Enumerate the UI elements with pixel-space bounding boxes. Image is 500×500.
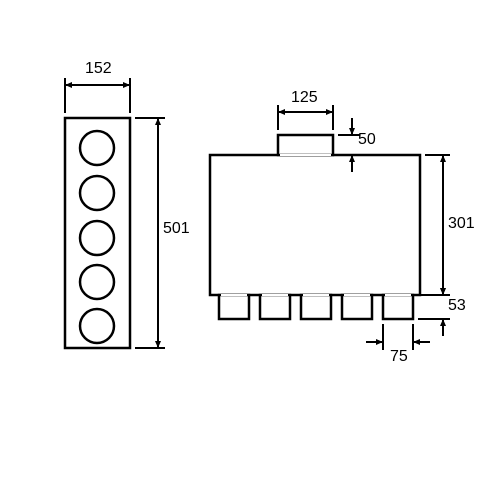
dim-right-height: 301 xyxy=(448,215,475,233)
top-port xyxy=(278,135,333,155)
technical-drawing xyxy=(0,0,500,500)
dim-left-width: 152 xyxy=(85,60,112,78)
arrowhead xyxy=(349,128,355,135)
port-circle xyxy=(80,265,114,299)
arrowhead xyxy=(440,155,446,162)
arrowhead xyxy=(278,109,285,115)
port-circle xyxy=(80,309,114,343)
arrowhead xyxy=(413,339,420,345)
dim-top-height: 50 xyxy=(358,131,376,149)
arrowhead xyxy=(376,339,383,345)
bottom-port xyxy=(219,295,249,319)
arrowhead xyxy=(440,288,446,295)
bottom-port xyxy=(301,295,331,319)
bottom-port xyxy=(260,295,290,319)
dim-top-width: 125 xyxy=(291,89,318,107)
bottom-port xyxy=(342,295,372,319)
port-circle xyxy=(80,131,114,165)
dim-left-height: 501 xyxy=(163,220,190,238)
dim-port-width: 75 xyxy=(390,348,408,366)
right-rect xyxy=(210,155,420,295)
arrowhead xyxy=(155,118,161,125)
arrowhead xyxy=(123,82,130,88)
arrowhead xyxy=(440,319,446,326)
arrowhead xyxy=(326,109,333,115)
dim-port-height: 53 xyxy=(448,297,466,315)
arrowhead xyxy=(155,341,161,348)
arrowhead xyxy=(65,82,72,88)
port-circle xyxy=(80,221,114,255)
port-circle xyxy=(80,176,114,210)
bottom-port xyxy=(383,295,413,319)
left-rect xyxy=(65,118,130,348)
